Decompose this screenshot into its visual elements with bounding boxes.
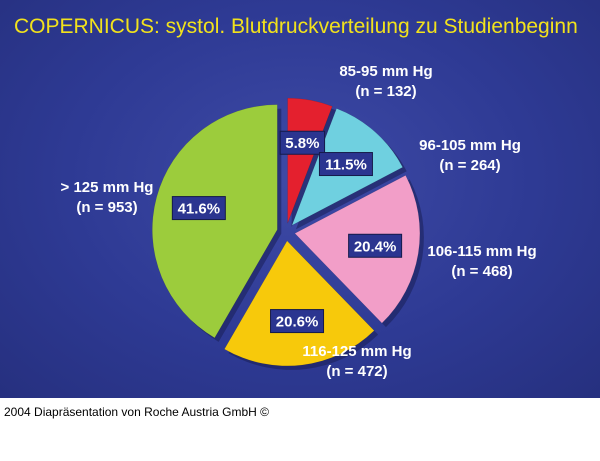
pie-label-layer: 5.8% 85-95 mm Hg (n = 132) 11.5% 96-105 mm H… bbox=[61, 63, 537, 380]
percent-label-text: 20.4% bbox=[354, 238, 397, 255]
percent-label-text: 11.5% bbox=[325, 157, 367, 174]
category-label: 96-105 mm Hg bbox=[419, 137, 521, 154]
count-label: (n = 132) bbox=[355, 83, 416, 100]
count-label: (n = 264) bbox=[439, 157, 500, 174]
pie-slice bbox=[287, 97, 333, 224]
percent-label-box bbox=[348, 233, 403, 258]
pie-slice bbox=[224, 240, 375, 367]
copyright-footer: 2004 Diapräsentation von Roche Austria G… bbox=[4, 405, 269, 419]
percent-label-box bbox=[171, 196, 226, 221]
percent-label-box bbox=[279, 130, 326, 155]
count-label: (n = 468) bbox=[451, 263, 512, 280]
percent-label: 11.5% bbox=[318, 152, 373, 177]
category-label: 106-115 mm Hg bbox=[427, 243, 536, 260]
chart-title: COPERNICUS: systol. Blutdruckverteilung … bbox=[14, 15, 578, 38]
percent-label-text: 5.8% bbox=[285, 135, 319, 152]
category-label: > 125 mm Hg bbox=[61, 179, 154, 196]
category-label: 85-95 mm Hg bbox=[339, 63, 432, 80]
count-label: (n = 953) bbox=[76, 199, 137, 216]
count-label: (n = 472) bbox=[326, 363, 387, 380]
percent-label-box bbox=[318, 152, 373, 177]
category-label: 116-125 mm Hg bbox=[302, 343, 411, 360]
percent-label: 20.4% bbox=[348, 233, 403, 258]
pie-slice bbox=[152, 104, 278, 339]
pie-chart: 5.8% 85-95 mm Hg (n = 132) 11.5% 96-105 mm H… bbox=[61, 63, 537, 380]
percent-label-text: 20.6% bbox=[276, 314, 319, 331]
percent-label-box bbox=[270, 309, 325, 334]
percent-label: 20.6% bbox=[270, 309, 325, 334]
slide: COPERNICUS: systol. Blutdruckverteilung … bbox=[0, 0, 600, 398]
percent-label-text: 41.6% bbox=[178, 201, 221, 218]
percent-label: 41.6% bbox=[171, 196, 226, 221]
percent-label: 5.8% bbox=[279, 130, 326, 155]
